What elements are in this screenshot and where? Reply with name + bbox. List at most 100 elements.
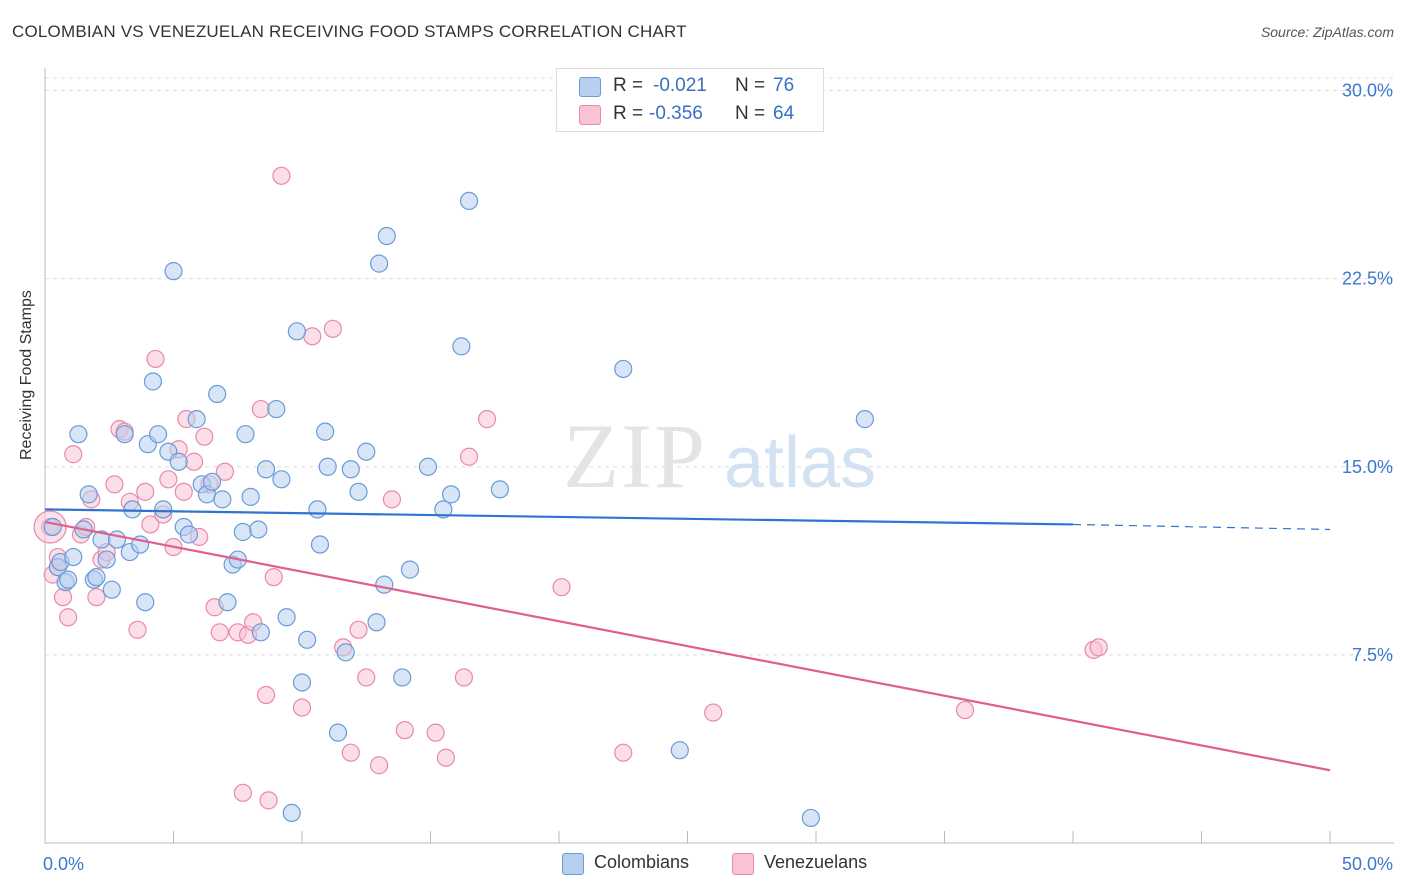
venezuelan-point: [454, 668, 474, 687]
colombian-point: [148, 425, 168, 444]
colombian-point: [370, 254, 389, 273]
colombian-point: [59, 570, 78, 589]
colombian-point: [143, 372, 163, 391]
venezuelan-point: [370, 756, 389, 775]
colombian-point: [287, 322, 306, 341]
venezuelan-point: [1089, 638, 1108, 657]
colombian-point: [328, 723, 348, 742]
colombian-point: [336, 643, 355, 662]
y-tick-label: 30.0%: [1342, 81, 1393, 101]
colombian-point: [459, 191, 479, 211]
colombian-point: [452, 337, 471, 356]
colombian-point: [377, 226, 396, 246]
colombian-point: [801, 808, 820, 828]
colombian-point: [418, 457, 438, 476]
y-tick-label: 22.5%: [1342, 269, 1393, 289]
colombian-point: [367, 613, 386, 632]
venezuelan-point: [128, 620, 147, 639]
colombian-point: [241, 487, 260, 506]
grid-lines: [45, 77, 1394, 656]
watermark: ZIP atlas: [563, 405, 876, 507]
venezuelan-point: [87, 588, 106, 607]
colombian-point: [434, 500, 453, 519]
colombian-point: [251, 623, 270, 642]
colombian-point: [670, 741, 689, 760]
venezuelan-point: [59, 608, 78, 627]
venezuelan-point: [357, 668, 376, 687]
venezuelan-point: [395, 721, 414, 740]
colombian-point: [97, 550, 116, 569]
venezuelan-point: [251, 399, 270, 419]
venezuelan-point: [382, 490, 402, 509]
colombian-point: [164, 262, 183, 281]
legend-r-value-venezuelans: -0.356: [649, 103, 703, 124]
x-tick-label: 50.0%: [1342, 854, 1393, 874]
colombian-point: [187, 410, 206, 429]
colombian-point: [236, 425, 255, 444]
colombian-point: [256, 460, 276, 479]
venezuelan-point: [614, 743, 633, 762]
venezuelan-point: [210, 623, 229, 642]
y-tick-label: 7.5%: [1352, 645, 1393, 665]
legend-n-value-venezuelans: 64: [773, 103, 795, 124]
venezuelan-point: [53, 588, 73, 607]
venezuelan-point: [436, 748, 456, 767]
colombian-point: [249, 520, 268, 539]
venezuelan-point: [174, 482, 193, 501]
colombian-point: [213, 490, 232, 509]
colombian-point: [349, 482, 368, 501]
venezuelan-point: [264, 568, 283, 587]
colombian-point: [179, 525, 199, 544]
bottom-swatch-colombians: [562, 853, 584, 875]
legend-r-label: R =: [613, 75, 644, 96]
colombian-point: [316, 422, 335, 441]
colombian-point: [614, 359, 633, 379]
y-tick-label: 15.0%: [1342, 457, 1393, 477]
colombian-point: [375, 575, 394, 594]
venezuelan-point: [184, 452, 204, 471]
venezuelan-point: [292, 698, 312, 717]
bottom-legend-label-venezuelans: Venezuelans: [764, 852, 868, 872]
colombian-point: [136, 593, 155, 612]
colombian-point: [400, 560, 420, 579]
venezuelan-point: [477, 410, 497, 429]
legend-n-value-colombians: 76: [773, 75, 795, 96]
colombian-point: [102, 580, 121, 599]
venezuelan-point: [136, 482, 155, 501]
venezuelan-point: [141, 515, 160, 534]
colombian-point: [310, 535, 330, 554]
x-tick-label: 0.0%: [43, 854, 84, 874]
bottom-swatch-venezuelans: [732, 853, 754, 875]
colombian-point: [855, 410, 874, 429]
legend-n-label: N =: [735, 75, 766, 96]
colombian-point: [115, 425, 134, 444]
venezuelan-point: [341, 743, 360, 762]
chart-title: COLOMBIAN VS VENEZUELAN RECEIVING FOOD S…: [12, 22, 687, 41]
colombian-point: [267, 399, 286, 419]
colombian-point: [393, 668, 412, 687]
colombian-point: [490, 480, 509, 499]
colombian-point: [87, 568, 106, 587]
venezuelan-point: [64, 445, 83, 464]
colombian-point: [341, 460, 360, 479]
colombians-points: [43, 191, 874, 828]
venezuelan-point: [349, 620, 368, 639]
watermark-zip: ZIP: [563, 405, 707, 507]
venezuelan-point: [105, 475, 124, 494]
venezuelans-trend-line: [44, 520, 1331, 772]
venezuelan-point: [215, 462, 234, 481]
watermark-atlas: atlas: [724, 423, 876, 503]
colombian-point: [308, 500, 327, 519]
venezuelan-point: [704, 703, 723, 722]
colombian-point: [218, 593, 237, 612]
colombian-point: [208, 384, 227, 404]
legend-swatch-colombians: [579, 77, 601, 97]
colombian-point: [298, 630, 317, 649]
colombian-point: [277, 608, 296, 627]
legend-r-label: R =: [613, 103, 644, 124]
colombian-point: [357, 442, 376, 461]
venezuelan-point: [195, 427, 214, 446]
colombian-point: [272, 470, 291, 489]
legend: R = -0.021 N = 76 R = -0.356 N = 64: [556, 68, 824, 132]
